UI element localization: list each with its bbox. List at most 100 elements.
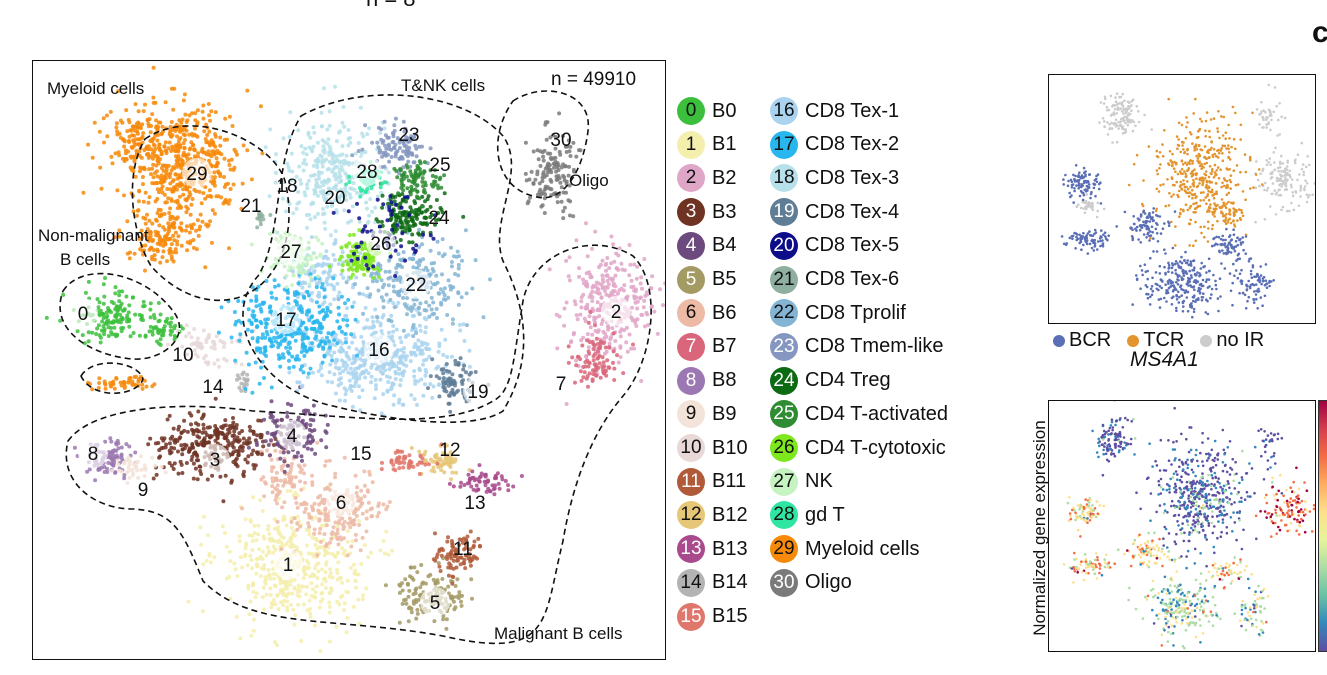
legend-item-cluster-16: 16 CD8 Tex-1 (770, 96, 899, 126)
legend-item-cluster-24: 24 CD4 Treg (770, 366, 891, 396)
legend-item-cluster-0: 0 B0 (677, 96, 736, 126)
cluster-label-20: 20 (324, 188, 345, 209)
legend-item-cluster-21: 21 CD8 Tex-6 (770, 265, 899, 295)
cluster-24-points (371, 189, 466, 245)
cluster-label-12: 12 (439, 440, 460, 461)
legend-item-cluster-23: 23 CD8 Tmem-like (770, 332, 944, 362)
legend-item-cluster-1: 1 B1 (677, 130, 736, 160)
ir-umap-svg (1060, 83, 1315, 319)
cluster-17-points (216, 259, 360, 395)
legend-item-cluster-19: 19 CD8 Tex-4 (770, 197, 899, 227)
legend-label-30: Oligo (805, 571, 852, 594)
cluster-label-bg-5 (420, 587, 450, 617)
cluster-10-points (166, 323, 256, 369)
cluster-label-0: 0 (78, 304, 89, 325)
cluster-label-10: 10 (172, 345, 193, 366)
cluster-18-points (263, 84, 391, 253)
legend-badge-10: 10 (677, 434, 705, 462)
ir-legend-dot (1200, 334, 1213, 347)
expression-points (1207, 556, 1253, 589)
gene-expression-umap (1048, 400, 1316, 652)
legend-label-10: B10 (712, 436, 748, 459)
cluster-label-23: 23 (398, 125, 419, 146)
legend-label-27: NK (805, 470, 833, 493)
legend-label-4: B4 (712, 234, 737, 257)
cluster-29-points (86, 374, 157, 392)
cluster-legend: 0 B0 1 B1 2 B2 3 B3 4 B4 5 B5 6 B6 7 B7 8 B8 9 B9 10 B10 11 B11… (677, 96, 1007, 641)
legend-label-15: B15 (712, 605, 748, 627)
cluster-label-2: 2 (611, 302, 622, 323)
cluster-label-22: 22 (405, 275, 426, 296)
legend-label-20: CD8 Tex-5 (805, 234, 900, 257)
ir-points-no-IR (1075, 193, 1106, 219)
legend-label-29: Myeloid cells (805, 537, 920, 560)
group-label-4: Oligo (569, 171, 609, 190)
ir-points-TCR (1127, 97, 1264, 295)
legend-badge-13: 13 (677, 535, 705, 564)
legend-badge-8: 8 (677, 366, 705, 395)
legend-badge-26: 26 (770, 434, 798, 462)
ir-points-no-IR (1098, 92, 1153, 144)
oligo-outline (496, 90, 589, 199)
group-label-0: Myeloid cells (47, 79, 144, 98)
cluster-label-29: 29 (186, 164, 207, 185)
cluster-30-points (523, 111, 583, 221)
cluster-label-30: 30 (550, 130, 571, 151)
legend-label-0: B0 (712, 99, 737, 122)
panel-letter: c (1312, 16, 1327, 49)
legend-item-cluster-6: 6 B6 (677, 298, 736, 328)
cluster-label-27: 27 (280, 242, 301, 263)
legend-badge-23: 23 (770, 332, 798, 361)
legend-item-cluster-25: 25 CD4 T-activated (770, 399, 948, 429)
cluster-13-points (447, 463, 524, 497)
ir-legend-label: no IR (1216, 329, 1265, 351)
legend-label-23: CD8 Tmem-like (805, 335, 944, 358)
legend-badge-11: 11 (677, 467, 705, 496)
expression-points (1062, 551, 1116, 584)
cell-count-label: n = 49910 (551, 69, 636, 90)
legend-badge-17: 17 (770, 130, 798, 159)
legend-label-22: CD8 Tprolif (805, 301, 906, 324)
legend-badge-25: 25 (770, 400, 798, 429)
cluster-label-11: 11 (453, 539, 473, 560)
legend-label-14: B14 (712, 571, 748, 594)
cluster-label-5: 5 (430, 593, 441, 614)
legend-item-cluster-27: 27 NK (770, 467, 833, 497)
expression-points (1117, 531, 1181, 569)
tnk-outline (242, 94, 525, 423)
legend-label-17: CD8 Tex-2 (805, 133, 900, 156)
cluster-label-bg-0 (68, 298, 98, 328)
expression-axis-label: Normalized gene expression (1030, 420, 1049, 636)
legend-badge-3: 3 (677, 198, 705, 227)
expression-points (1091, 401, 1137, 477)
cluster-label-1: 1 (283, 555, 294, 576)
cluster-label-9: 9 (138, 480, 149, 501)
legend-label-21: CD8 Tex-6 (805, 268, 900, 290)
expression-points (1233, 584, 1270, 637)
partial-sample-count: n = 8 (366, 0, 416, 12)
cluster-15-points (379, 442, 444, 476)
legend-badge-30: 30 (770, 568, 798, 597)
legend-item-cluster-9: 9 B9 (677, 399, 736, 429)
legend-badge-0: 0 (677, 97, 705, 125)
legend-badge-4: 4 (677, 231, 705, 260)
cluster-label-18: 18 (276, 176, 297, 197)
cluster-label-bg-29 (182, 158, 212, 188)
legend-label-9: B9 (712, 402, 737, 425)
cluster-label-19: 19 (467, 382, 488, 403)
legend-item-cluster-3: 3 B3 (677, 197, 736, 227)
legend-badge-7: 7 (677, 332, 705, 361)
ir-points-no-IR (1254, 141, 1315, 224)
cluster-0-points (139, 307, 185, 347)
cluster-label-bg-4 (277, 420, 307, 450)
legend-label-11: B11 (712, 470, 747, 493)
legend-badge-21: 21 (770, 265, 798, 294)
legend-badge-1: 1 (677, 130, 705, 159)
legend-item-cluster-13: 13 B13 (677, 534, 748, 564)
cluster-0-points (44, 276, 162, 346)
umap-cluster-plot: 29 30 0 10 14 2 7 19 16 17 22 26 27 18 20 28 23 25 24 21 4 3 8… (32, 60, 666, 660)
ir-points-TCR (1212, 204, 1245, 228)
legend-item-cluster-12: 12 B12 (677, 500, 748, 530)
ir-legend-dot (1053, 334, 1065, 347)
legend-label-26: CD4 T-cytotoxic (805, 436, 946, 459)
